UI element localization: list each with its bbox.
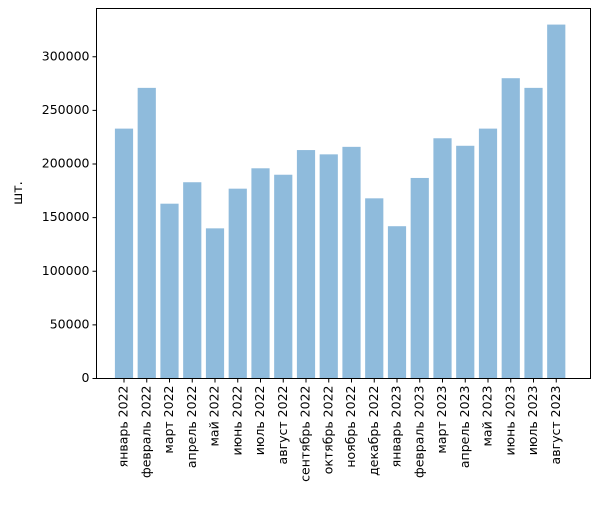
bar-7 [274,174,293,379]
x-tick-label: март 2023 [434,386,449,454]
bar-13 [410,177,429,379]
bar-1 [137,87,156,379]
x-tick-label: август 2023 [548,386,563,465]
x-tick-label: январь 2023 [389,386,404,468]
x-tick-label: апрель 2023 [457,386,472,469]
plot-frame [96,8,591,379]
y-tick-label: 250000 [42,102,90,117]
bar-11 [365,198,384,379]
bar-4 [205,228,225,379]
bar-5 [228,188,247,379]
x-tick-label: февраль 2023 [411,386,426,478]
x-tick-label: октябрь 2022 [320,386,335,475]
bars-group [114,24,566,379]
x-tick-label: июнь 2022 [229,386,244,456]
x-tick-label: август 2022 [275,386,290,465]
x-tick-label: июль 2022 [252,386,267,456]
bar-16 [478,128,498,379]
bar-3 [183,182,202,379]
x-tick-label: декабрь 2022 [366,386,381,476]
x-tick-label: февраль 2022 [138,386,153,478]
y-tick-label: 100000 [42,263,90,278]
y-tick-label: 150000 [42,209,90,224]
y-axis: 0 50000 100000 150000 200000 250000 300000 [42,48,97,385]
bar-15 [456,145,475,379]
bar-17 [501,78,520,379]
bar-8 [296,150,316,379]
x-tick-label: сентябрь 2022 [298,386,313,482]
x-tick-label: январь 2022 [116,386,131,468]
bar-14 [433,138,452,379]
y-axis-label: шт. [11,181,26,205]
bar-19 [547,24,566,379]
bar-12 [387,226,407,379]
bar-18 [524,87,543,379]
y-tick-label: 300000 [42,48,90,63]
x-tick-label: май 2022 [207,386,222,447]
x-tick-label: июль 2023 [525,386,540,456]
bar-9 [319,154,338,379]
y-tick-label: 200000 [42,156,90,171]
x-tick-label: июнь 2023 [502,386,517,456]
x-tick-label: ноябрь 2022 [343,386,358,468]
y-tick-label: 0 [82,370,90,385]
x-tick-label: апрель 2022 [184,386,199,469]
bar-10 [342,146,361,379]
x-axis: январь 2022 февраль 2022 март 2022 апрель 2… [116,378,563,482]
y-tick-label: 50000 [50,316,90,331]
bar-0 [114,128,134,379]
bar-6 [251,168,270,379]
bar-2 [160,203,179,379]
x-tick-label: май 2023 [480,386,495,447]
x-tick-label: март 2022 [161,386,176,454]
